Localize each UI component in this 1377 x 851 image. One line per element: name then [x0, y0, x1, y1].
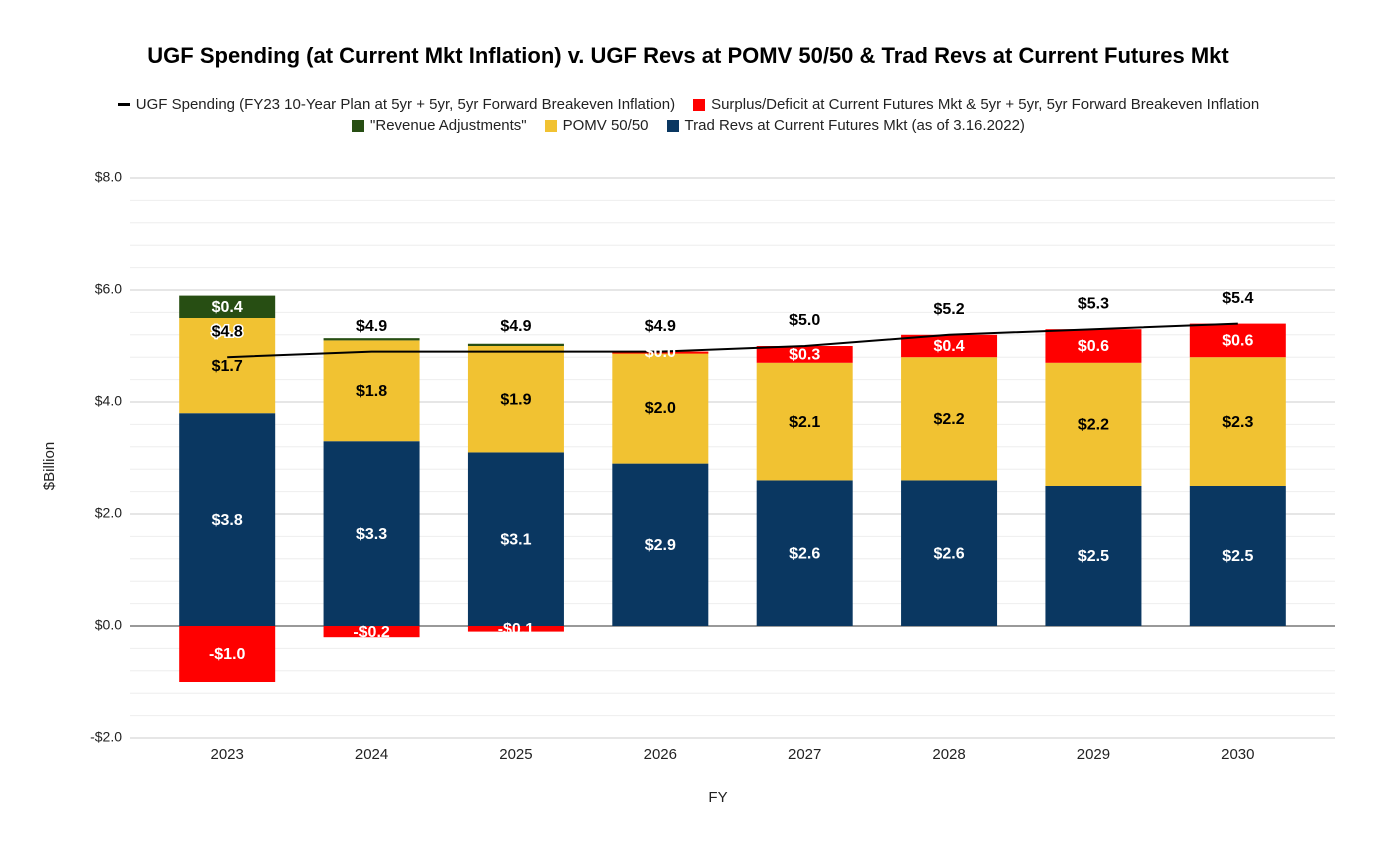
bar-segment — [323, 626, 420, 638]
data-label: $2.5 — [1222, 548, 1253, 565]
data-label: $3.1 — [500, 531, 531, 548]
bar-segment — [179, 626, 276, 682]
y-tick-label: $6.0 — [95, 281, 122, 297]
x-tick-label: 2024 — [355, 746, 388, 763]
data-label: $5.3 — [1078, 295, 1109, 312]
x-axis-title: FY — [708, 789, 727, 806]
bar-segment — [179, 318, 276, 414]
bar-segment — [1045, 329, 1142, 363]
data-label: -$0.1 — [498, 621, 535, 638]
data-label: $0.6 — [1078, 338, 1109, 355]
data-label: $5.2 — [933, 301, 964, 318]
data-label: $1.7 — [212, 358, 243, 375]
x-tick-label: 2028 — [932, 746, 965, 763]
bar-segment — [323, 338, 420, 341]
legend-item: "Revenue Adjustments" — [352, 117, 527, 134]
data-label: -$0.2 — [353, 624, 390, 641]
legend-item: UGF Spending (FY23 10-Year Plan at 5yr +… — [117, 96, 676, 113]
legend-label: POMV 50/50 — [562, 117, 649, 134]
bar-segment — [179, 413, 276, 626]
data-label: $4.8 — [212, 323, 243, 340]
bar-segment — [901, 357, 998, 481]
data-label: $2.6 — [789, 545, 820, 562]
legend-item: POMV 50/50 — [544, 117, 649, 134]
legend-item: Surplus/Deficit at Current Futures Mkt &… — [693, 96, 1259, 113]
data-label: $3.3 — [356, 526, 387, 543]
legend-label: UGF Spending (FY23 10-Year Plan at 5yr +… — [135, 96, 676, 113]
data-label: $0.4 — [212, 299, 243, 316]
bar-segment — [901, 334, 998, 358]
bar-segment — [1189, 323, 1286, 358]
bar-segment — [1045, 486, 1142, 626]
bar-segment — [612, 463, 709, 626]
y-tick-label: $4.0 — [95, 393, 122, 409]
x-tick-label: 2023 — [211, 746, 244, 763]
legend-swatch — [693, 98, 706, 111]
legend-label: Trad Revs at Current Futures Mkt (as of … — [684, 117, 1025, 134]
line — [227, 322, 1238, 359]
y-tick-label: -$2.0 — [90, 729, 122, 745]
data-label: $0.6 — [1222, 333, 1253, 350]
bar-segment — [467, 626, 564, 632]
chart-title: UGF Spending (at Current Mkt Inflation) … — [147, 43, 1229, 68]
data-label: $4.9 — [356, 318, 387, 335]
data-label: -$1.0 — [209, 646, 246, 663]
legend-label: "Revenue Adjustments" — [370, 117, 527, 134]
bar-segment — [901, 480, 998, 626]
bar-segment — [756, 362, 853, 481]
data-label: $0.4 — [933, 338, 964, 355]
data-label: $1.8 — [356, 383, 387, 400]
legend-swatch — [666, 119, 679, 132]
bar-segment — [1189, 486, 1286, 626]
data-label: $2.2 — [1078, 417, 1109, 434]
bar-segment — [1045, 362, 1142, 486]
data-label: $3.8 — [212, 512, 243, 529]
data-label: $0.3 — [789, 347, 820, 364]
y-tick-label: $0.0 — [95, 617, 122, 633]
legend-item: Trad Revs at Current Futures Mkt (as of … — [666, 117, 1025, 134]
bar-segment — [467, 343, 564, 346]
x-tick-label: 2029 — [1077, 746, 1110, 763]
bar-segment — [756, 480, 853, 626]
bar-segment — [323, 441, 420, 626]
data-label: $1.9 — [500, 391, 531, 408]
data-label: $4.9 — [645, 318, 676, 335]
legend: UGF Spending (FY23 10-Year Plan at 5yr +… — [0, 96, 1377, 134]
data-label: $5.0 — [789, 312, 820, 329]
bar-segment — [467, 452, 564, 626]
data-label: $2.9 — [645, 537, 676, 554]
data-label: $2.5 — [1078, 548, 1109, 565]
data-label: $2.2 — [933, 411, 964, 428]
bar-segment — [1189, 357, 1286, 486]
bar-segment — [179, 295, 276, 318]
bar-segment — [612, 351, 709, 464]
data-label: $4.9 — [500, 318, 531, 335]
x-tick-label: 2030 — [1221, 746, 1254, 763]
y-tick-label: $2.0 — [95, 505, 122, 521]
data-label: $2.6 — [933, 545, 964, 562]
data-label: $2.3 — [1222, 414, 1253, 431]
legend-swatch — [352, 119, 365, 132]
legend-swatch — [544, 119, 557, 132]
data-label: $2.1 — [789, 414, 820, 431]
bar-segment — [323, 340, 420, 442]
x-tick-label: 2025 — [499, 746, 532, 763]
x-tick-label: 2026 — [644, 746, 677, 763]
data-label: $5.4 — [1222, 290, 1253, 307]
legend-swatch — [117, 103, 130, 106]
data-label: $0.0 — [645, 344, 676, 361]
y-tick-label: $8.0 — [95, 169, 122, 185]
bar-segment — [467, 346, 564, 453]
bar-segment — [756, 346, 853, 363]
x-tick-label: 2027 — [788, 746, 821, 763]
legend-label: Surplus/Deficit at Current Futures Mkt &… — [711, 96, 1260, 113]
data-label: $2.0 — [645, 400, 676, 417]
y-axis-title: $Billion — [41, 442, 58, 490]
